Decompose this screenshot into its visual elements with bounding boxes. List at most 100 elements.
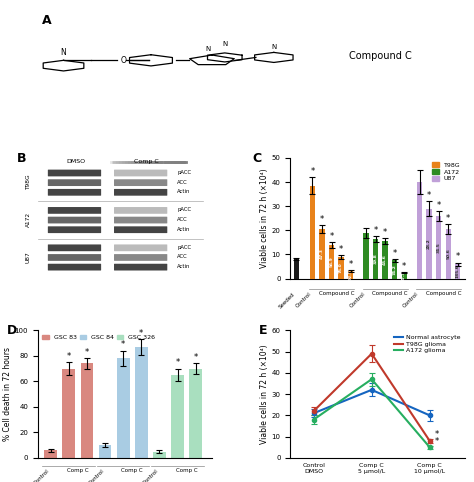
Text: *: * [402, 262, 406, 270]
Text: Comp C: Comp C [134, 159, 158, 164]
FancyBboxPatch shape [114, 217, 167, 224]
Text: Control: Control [88, 468, 105, 482]
Text: 50.6: 50.6 [446, 249, 450, 259]
Bar [392, 260, 397, 279]
FancyBboxPatch shape [114, 264, 167, 270]
FancyBboxPatch shape [114, 227, 167, 233]
FancyBboxPatch shape [48, 207, 101, 214]
Text: 76.0: 76.0 [339, 262, 343, 273]
Bar [310, 186, 315, 279]
Text: pACC: pACC [177, 245, 191, 250]
Text: *: * [437, 201, 441, 210]
Bar [373, 239, 378, 279]
Text: 28.2: 28.2 [427, 238, 431, 249]
Text: pACC: pACC [177, 170, 191, 175]
Text: 47.3: 47.3 [320, 249, 324, 259]
Text: Control: Control [33, 468, 51, 482]
Bar [364, 233, 369, 279]
Text: Compound C: Compound C [319, 291, 354, 296]
Text: *: * [392, 249, 397, 257]
Text: 39.8: 39.8 [374, 254, 378, 264]
Bar [455, 264, 460, 279]
Text: 74.2: 74.2 [392, 264, 397, 275]
Text: *: * [139, 329, 144, 338]
Bar [446, 229, 451, 279]
Legend: Normal astrocyte, T98G glioma, A172 glioma: Normal astrocyte, T98G glioma, A172 glio… [392, 334, 461, 355]
FancyBboxPatch shape [48, 227, 101, 233]
Text: Comp C: Comp C [121, 468, 143, 473]
FancyBboxPatch shape [114, 254, 167, 261]
Text: ACC: ACC [177, 217, 188, 222]
FancyBboxPatch shape [48, 254, 101, 261]
Bar [329, 245, 334, 279]
Text: *: * [85, 348, 89, 357]
Y-axis label: Viable cells in 72 h (×10⁴): Viable cells in 72 h (×10⁴) [260, 344, 269, 444]
Text: ACC: ACC [177, 180, 188, 185]
Text: *: * [67, 352, 71, 361]
Text: Seeded: Seeded [278, 291, 296, 309]
Text: *: * [434, 430, 438, 439]
Text: Control: Control [402, 291, 419, 308]
Text: C: C [252, 152, 261, 165]
FancyBboxPatch shape [114, 179, 167, 186]
Text: *: * [374, 226, 378, 235]
Bar [293, 259, 299, 279]
Text: A172: A172 [26, 212, 31, 227]
Text: N: N [271, 43, 276, 50]
Bar [417, 182, 422, 279]
Text: *: * [310, 167, 315, 176]
Text: 92.9: 92.9 [349, 269, 353, 281]
Bar [338, 257, 344, 279]
Text: *: * [427, 191, 431, 200]
FancyBboxPatch shape [114, 189, 167, 196]
Bar [401, 272, 407, 279]
Text: Compound C: Compound C [349, 51, 412, 61]
Text: N: N [61, 48, 66, 57]
Y-axis label: Viable cells in 72 h (×10⁴): Viable cells in 72 h (×10⁴) [260, 168, 269, 268]
Text: Compound C: Compound C [372, 291, 408, 296]
FancyBboxPatch shape [48, 189, 101, 196]
Legend: GSC 83, GSC 84, GSC 326: GSC 83, GSC 84, GSC 326 [41, 334, 156, 342]
Text: N: N [222, 41, 228, 47]
FancyBboxPatch shape [48, 264, 101, 270]
FancyBboxPatch shape [114, 207, 167, 214]
Y-axis label: % Cell death in 72 hours: % Cell death in 72 hours [3, 347, 12, 441]
Text: Compound C: Compound C [426, 291, 461, 296]
Text: Actin: Actin [177, 264, 191, 269]
Bar [436, 216, 441, 279]
Text: 87.4: 87.4 [402, 270, 406, 281]
Text: T98G: T98G [26, 174, 31, 190]
Text: Control: Control [142, 468, 159, 482]
Text: *: * [329, 232, 334, 241]
Text: B: B [17, 152, 27, 165]
Text: *: * [446, 214, 450, 223]
Text: Actin: Actin [177, 189, 191, 194]
Bar [348, 271, 353, 279]
Bar [63, 369, 75, 458]
Text: 185.6: 185.6 [456, 265, 460, 278]
Text: *: * [193, 353, 198, 362]
Text: N: N [205, 46, 210, 52]
FancyBboxPatch shape [114, 244, 167, 251]
Text: DMSO: DMSO [67, 159, 86, 164]
Bar [190, 369, 202, 458]
Text: O: O [121, 56, 127, 65]
Text: *: * [320, 215, 324, 224]
Bar [44, 450, 57, 458]
Text: Actin: Actin [177, 227, 191, 232]
Text: E: E [259, 324, 267, 337]
Bar [427, 209, 432, 279]
FancyBboxPatch shape [48, 244, 101, 251]
Text: *: * [339, 245, 343, 254]
Bar [117, 359, 129, 458]
FancyBboxPatch shape [48, 179, 101, 186]
Text: Control: Control [295, 291, 312, 308]
Text: pACC: pACC [177, 207, 191, 212]
Text: 45.6: 45.6 [383, 254, 387, 265]
Text: U87: U87 [26, 251, 31, 263]
Text: ACC: ACC [177, 254, 188, 259]
Text: Comp C: Comp C [176, 468, 198, 473]
Text: 34.5: 34.5 [437, 242, 441, 253]
Text: D: D [7, 324, 17, 337]
Text: *: * [383, 228, 387, 237]
